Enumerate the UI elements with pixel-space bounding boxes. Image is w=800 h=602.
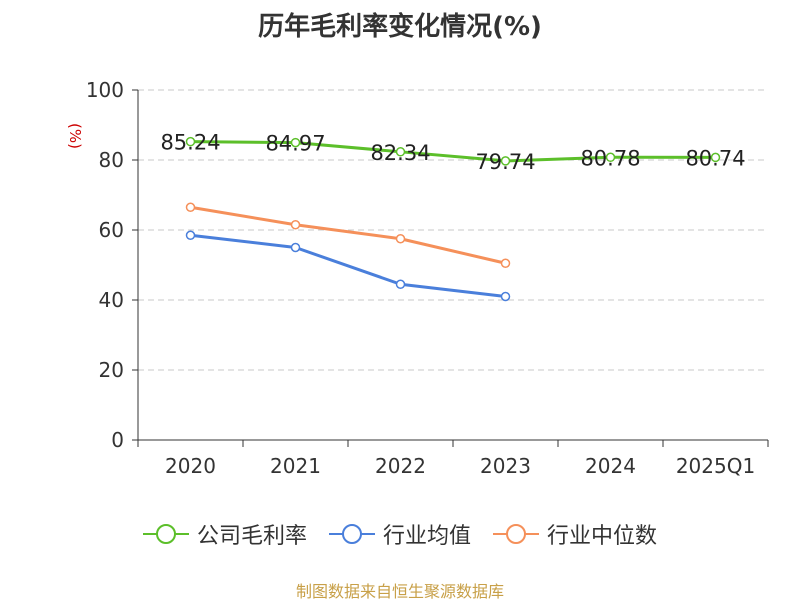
data-point xyxy=(710,152,721,163)
legend-label: 行业中位数 xyxy=(547,524,658,549)
legend-label: 公司毛利率 xyxy=(196,524,307,549)
series-line-0 xyxy=(190,140,716,163)
x-tick-label: 2022 xyxy=(375,454,426,478)
legend: 公司毛利率 行业均值 行业中位数 xyxy=(0,518,800,550)
chart-title: 历年毛利率变化情况(%) xyxy=(258,12,542,42)
data-label: 80.78 xyxy=(580,146,640,170)
data-label: 80.74 xyxy=(685,146,745,170)
source-note: 制图数据来自恒生聚源数据库 xyxy=(295,582,504,601)
x-tick-label: 2024 xyxy=(585,454,636,478)
legend-marker-icon xyxy=(328,524,375,544)
legend-marker-icon xyxy=(142,524,189,544)
x-tick-label: 2025Q1 xyxy=(676,454,755,478)
data-point xyxy=(605,152,616,163)
data-point xyxy=(500,156,511,166)
legend-item[interactable]: 行业中位数 xyxy=(493,518,657,550)
data-label: 79.74 xyxy=(475,150,535,174)
data-label: 84.97 xyxy=(265,132,325,156)
y-tick-label: 0 xyxy=(111,428,124,452)
y-tick-label: 20 xyxy=(99,358,124,382)
data-point xyxy=(395,234,406,244)
data-point xyxy=(500,258,511,268)
data-point xyxy=(185,230,196,240)
data-point xyxy=(395,147,406,157)
x-tick-label: 2023 xyxy=(480,454,531,478)
data-point xyxy=(500,291,511,302)
data-point xyxy=(290,137,301,148)
data-point xyxy=(290,220,301,230)
data-point xyxy=(395,279,406,289)
data-label: 82.34 xyxy=(370,141,430,165)
data-point xyxy=(185,202,196,212)
y-tick-label: 40 xyxy=(99,288,124,312)
x-tick-label: 2020 xyxy=(165,454,216,478)
series-line-1 xyxy=(190,233,506,298)
y-tick-label: 60 xyxy=(99,218,124,242)
data-point xyxy=(290,242,301,253)
legend-label: 行业均值 xyxy=(382,524,471,549)
legend-marker-icon xyxy=(493,524,539,544)
data-point xyxy=(185,136,196,147)
legend-item[interactable]: 行业均值 xyxy=(328,518,471,550)
x-tick-label: 2021 xyxy=(270,454,321,478)
series-line-2 xyxy=(190,205,506,265)
data-label: 85.24 xyxy=(160,131,220,155)
y-tick-label: 100 xyxy=(86,78,124,102)
legend-item[interactable]: 公司毛利率 xyxy=(142,518,307,550)
y-tick-label: 80 xyxy=(99,148,124,172)
